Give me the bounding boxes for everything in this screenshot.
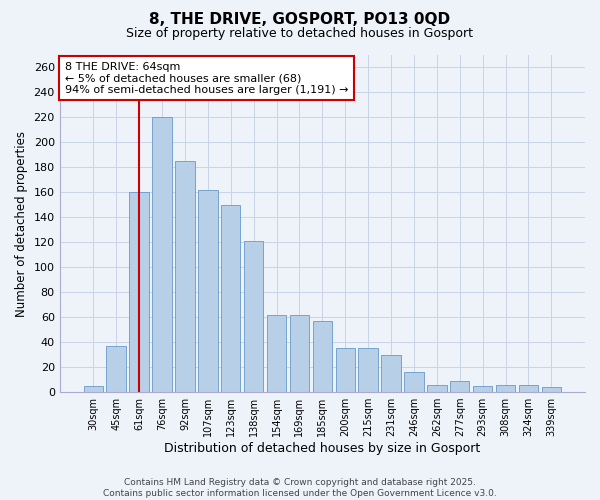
Bar bbox=[496, 384, 515, 392]
Text: 8, THE DRIVE, GOSPORT, PO13 0QD: 8, THE DRIVE, GOSPORT, PO13 0QD bbox=[149, 12, 451, 28]
Bar bbox=[106, 346, 126, 392]
Bar bbox=[130, 192, 149, 392]
Text: Contains HM Land Registry data © Crown copyright and database right 2025.
Contai: Contains HM Land Registry data © Crown c… bbox=[103, 478, 497, 498]
Bar bbox=[267, 314, 286, 392]
Bar bbox=[542, 387, 561, 392]
Bar bbox=[244, 241, 263, 392]
Text: Size of property relative to detached houses in Gosport: Size of property relative to detached ho… bbox=[127, 28, 473, 40]
Bar bbox=[221, 205, 241, 392]
Bar bbox=[335, 348, 355, 392]
Bar bbox=[152, 118, 172, 392]
Bar bbox=[83, 386, 103, 392]
Bar bbox=[290, 314, 309, 392]
Bar bbox=[175, 161, 194, 392]
Text: 8 THE DRIVE: 64sqm
← 5% of detached houses are smaller (68)
94% of semi-detached: 8 THE DRIVE: 64sqm ← 5% of detached hous… bbox=[65, 62, 349, 95]
Bar bbox=[473, 386, 493, 392]
Y-axis label: Number of detached properties: Number of detached properties bbox=[15, 130, 28, 316]
Bar bbox=[519, 384, 538, 392]
Bar bbox=[382, 354, 401, 392]
Bar bbox=[358, 348, 378, 392]
Bar bbox=[450, 381, 469, 392]
X-axis label: Distribution of detached houses by size in Gosport: Distribution of detached houses by size … bbox=[164, 442, 481, 455]
Bar bbox=[427, 384, 446, 392]
Bar bbox=[404, 372, 424, 392]
Bar bbox=[313, 321, 332, 392]
Bar bbox=[198, 190, 218, 392]
